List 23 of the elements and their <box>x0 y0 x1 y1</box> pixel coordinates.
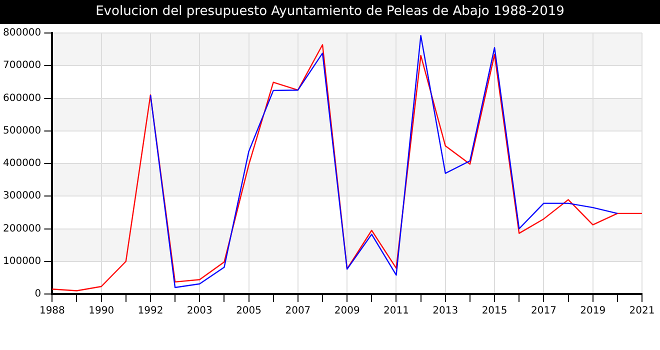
y-tick-label: 200000 <box>2 223 42 234</box>
y-tick-label: 300000 <box>2 190 42 202</box>
y-tick-label: 400000 <box>2 158 42 170</box>
x-tick-label: 1988 <box>39 306 65 317</box>
x-tick-label: 1990 <box>88 306 114 317</box>
chart-title: Evolucion del presupuesto Ayuntamiento de Peleas de Abajo 1988-2019 <box>0 0 660 24</box>
x-tick-label: 2005 <box>236 306 262 317</box>
y-tick-label: 800000 <box>2 28 42 39</box>
x-tick-label: 2011 <box>384 306 409 317</box>
y-tick-label: 100000 <box>2 256 42 267</box>
x-tick-label: 2009 <box>334 306 360 317</box>
x-tick-label: 2007 <box>285 306 311 317</box>
x-tick-label: 2021 <box>629 306 655 317</box>
y-tick-label: 600000 <box>2 92 42 104</box>
x-tick-label: 2019 <box>580 306 606 317</box>
x-tick-label: 2003 <box>186 306 212 317</box>
y-tick-label: 500000 <box>2 125 42 136</box>
x-tick-label: 2013 <box>432 306 458 317</box>
x-tick-label: 2017 <box>530 306 556 317</box>
x-tick-label: 1992 <box>138 306 164 317</box>
y-tick-label: 0 <box>34 288 42 300</box>
y-tick-label: 700000 <box>2 60 42 72</box>
x-tick-label: 2015 <box>482 306 508 317</box>
